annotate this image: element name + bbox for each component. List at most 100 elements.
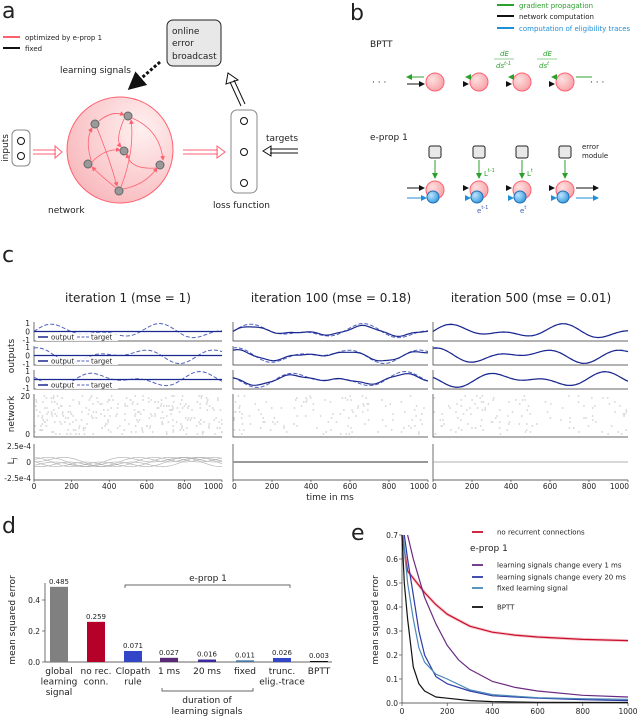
bptt-neuron — [555, 72, 575, 92]
xtick-label: 1000 — [610, 482, 629, 491]
bar-2 — [124, 650, 142, 662]
error-module-label-1: error — [582, 143, 599, 151]
xtick-label: 800 — [382, 482, 397, 491]
dE-denominator: dst-1 — [496, 61, 511, 70]
panel-label-e: e — [351, 521, 365, 546]
xlabel-time: time in ms — [306, 493, 354, 503]
bar-7 — [310, 661, 328, 662]
ytick-label: 0.5 — [386, 579, 398, 588]
series-line-2 — [403, 534, 629, 702]
xtick-label: 400 — [504, 482, 519, 491]
category-label: signal — [46, 688, 73, 698]
category-label: no rec. — [81, 667, 112, 677]
ytick-label: 0.4 — [386, 603, 398, 612]
legend-label-0: no recurrent connections — [497, 529, 585, 537]
ytick-1: 1 — [25, 343, 30, 352]
legend-fixed: fixed — [25, 45, 42, 53]
output-trace — [432, 371, 629, 388]
output-axes — [232, 346, 428, 366]
output-trace — [232, 348, 429, 362]
panel-b: b gradient propagation network computati… — [350, 1, 631, 215]
output-axes — [232, 370, 428, 390]
bar-value-label: 0.027 — [159, 649, 179, 657]
xtick-label: 400 — [485, 707, 500, 716]
broadcast-line-1: online — [172, 27, 200, 37]
learning-signal-trace — [33, 457, 223, 467]
xtick-label: 1000 — [410, 482, 429, 491]
xtick-label: 200 — [64, 482, 79, 491]
panel-label-a: a — [2, 0, 15, 24]
duration-label-1: duration of — [182, 696, 232, 706]
category-label: 1 ms — [158, 667, 180, 677]
targets-arrow — [262, 145, 298, 157]
bptt-neuron — [469, 72, 489, 92]
ytick-label: 0.4 — [28, 596, 40, 605]
network-neurons — [83, 111, 165, 196]
loss-to-broadcast-arrow — [225, 72, 246, 107]
xtick-label: 0 — [232, 482, 237, 491]
target-trace — [432, 347, 629, 364]
legend-group-eprop: e-prop 1 — [470, 544, 508, 554]
bar-3 — [160, 657, 178, 662]
output-trace — [432, 323, 629, 339]
xtick-label: 0 — [432, 482, 437, 491]
ytick-1: 1 — [25, 367, 30, 376]
xtick-label: 800 — [576, 707, 591, 716]
learning-signal-trace — [34, 457, 223, 467]
column-title-3: iteration 500 (mse = 0.01) — [451, 291, 611, 305]
column-title-2: iteration 100 (mse = 0.18) — [251, 291, 411, 305]
eprop-group-label: e-prop 1 — [189, 574, 227, 584]
e-label: et — [520, 205, 526, 215]
output-trace — [432, 347, 629, 364]
line-chart-e: 0.0 0.1 0.2 0.3 0.4 0.5 0.6 0.7 0 200 400 600 800 100… — [386, 529, 638, 717]
panel-label-c: c — [2, 243, 14, 268]
xtick-label: 600 — [530, 707, 545, 716]
broadcast-line-2: error — [172, 39, 194, 49]
learning-signals-label: learning signals — [60, 66, 131, 76]
eligibility-node — [513, 190, 527, 204]
spike-raster — [34, 395, 223, 435]
network-label: network — [48, 206, 85, 216]
category-label: Clopath — [116, 667, 151, 677]
learning-signal-arrow — [127, 60, 161, 90]
eprop-bracket — [124, 584, 291, 588]
ytick-label: 0.6 — [386, 555, 398, 564]
xtick-label: 600 — [140, 482, 155, 491]
ytick-1: 1 — [25, 319, 30, 328]
ytick-neg1: -1 — [23, 360, 31, 369]
xtick-label: 400 — [102, 482, 117, 491]
loss-function-label: loss function — [213, 201, 270, 211]
xtick-label: 600 — [343, 482, 358, 491]
error-module-box — [515, 145, 529, 159]
ytick-net-20: 20 — [20, 392, 30, 401]
ytick-label: 0.0 — [28, 658, 40, 667]
panel-a: a optimized by e-prop 1 fixed online err… — [1, 0, 298, 216]
recurrent-connections — [87, 111, 165, 190]
series-line-3 — [402, 534, 629, 700]
ylabel-d: mean squared error — [8, 575, 18, 665]
ytick-0: 0 — [25, 352, 30, 361]
L-label: Lt-1 — [484, 168, 495, 178]
spike-raster — [233, 395, 425, 435]
ytick-label: 0.0 — [386, 699, 398, 708]
target-trace — [33, 347, 223, 364]
category-label: conn. — [84, 678, 109, 688]
ytick-label: 0.7 — [386, 531, 398, 540]
ytick-neg1: -1 — [23, 336, 31, 345]
output-trace — [232, 373, 429, 386]
L-label: Lt — [527, 168, 533, 178]
targets-label: targets — [266, 134, 298, 144]
category-label: learning — [41, 678, 78, 688]
broadcast-line-3: broadcast — [172, 52, 217, 62]
panel-e: e mean squared error 0.00.10.20.30.40.50… — [351, 521, 638, 716]
ytick-label: 0.2 — [28, 627, 40, 636]
duration-label-2: learning signals — [172, 707, 243, 716]
xtick-label: 200 — [440, 707, 455, 716]
duration-bracket — [161, 688, 254, 692]
output-trace — [232, 324, 429, 338]
dE-numerator: dE — [543, 50, 552, 58]
xtick-label: 1000 — [204, 482, 223, 491]
